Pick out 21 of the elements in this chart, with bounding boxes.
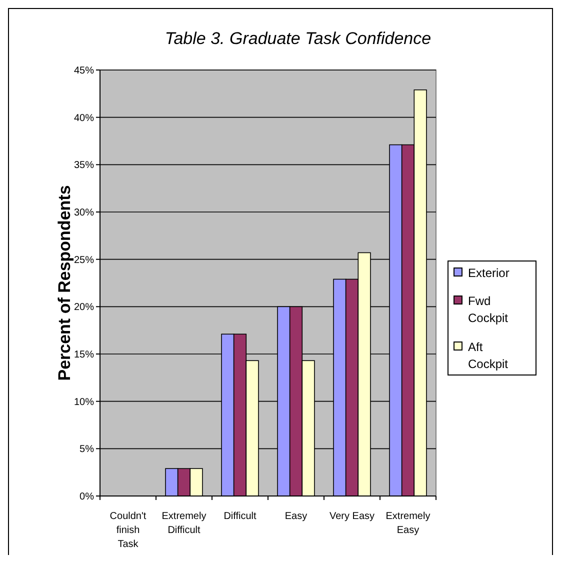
y-tick-label: 10% — [74, 396, 94, 408]
y-tick-label: 40% — [74, 112, 94, 124]
y-tick-label: 0% — [80, 492, 94, 502]
chart-title: Table 3. Graduate Task Confidence — [164, 29, 432, 48]
x-tick-label: Extremely Difficult — [162, 511, 206, 536]
x-tick-label: Difficult — [224, 511, 257, 522]
y-tick-label: 15% — [74, 350, 94, 360]
x-tick-label: Easy — [284, 511, 308, 522]
legend-label: Exterior — [468, 266, 510, 280]
y-tick-label: 35% — [74, 160, 94, 172]
x-tick-label: Very Easy — [329, 511, 375, 522]
legend-label: Aft Cockpit — [468, 340, 509, 371]
legend-label: Fwd Cockpit — [468, 294, 509, 325]
y-tick-label: 5% — [80, 444, 94, 456]
y-axis-title: Percent of Respondents — [55, 185, 74, 381]
y-tick-label: 20% — [74, 302, 94, 314]
x-tick-label: Extremely Easy — [386, 511, 430, 536]
y-tick-label: 45% — [74, 66, 94, 76]
y-tick-label: 30% — [74, 208, 94, 218]
y-tick-label: 25% — [74, 254, 94, 266]
x-tick-label: Couldn't finish Task — [110, 511, 146, 550]
